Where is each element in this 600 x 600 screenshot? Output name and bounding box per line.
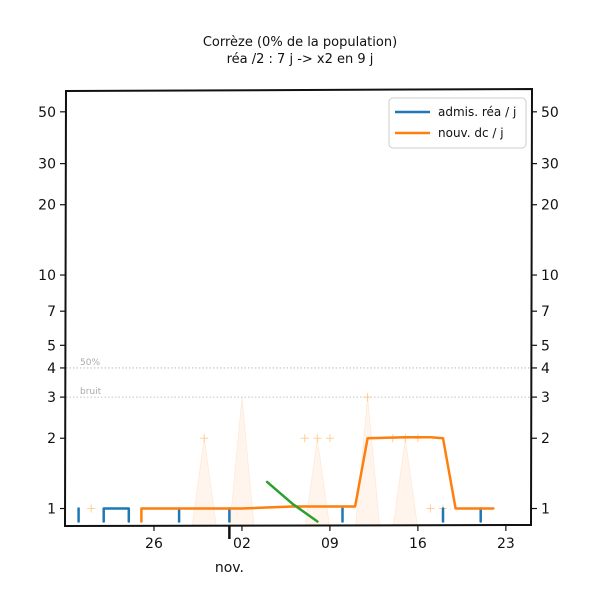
y-tick-label-left-2: 2 — [47, 431, 56, 447]
reference-lines: 50% bruit — [66, 358, 531, 398]
chart-subtitle: réa /2 : 7 j -> x2 en 9 j — [227, 52, 374, 67]
legend-label-nouv-dc: nouv. dc / j — [438, 126, 504, 140]
y-tick-label-left-50: 50 — [38, 105, 56, 121]
y-tick-label-right-50: 50 — [541, 105, 559, 121]
x-tick-label-26: 26 — [145, 536, 163, 552]
y-tick-label-right-2: 2 — [541, 431, 550, 447]
y-tick-label-left-7: 7 — [47, 304, 56, 320]
shaded-peak-4 — [355, 397, 381, 526]
y-tick-label-right-1: 1 — [541, 502, 550, 518]
y-tick-label-right-20: 20 — [541, 198, 559, 214]
series-line-series-3-1 — [265, 480, 319, 523]
x-tick-label-16: 16 — [409, 536, 427, 552]
x-month-label: nov. — [215, 560, 244, 576]
y-tick-label-left-3: 3 — [47, 390, 56, 406]
y-tick-label-right-3: 3 — [541, 390, 550, 406]
series-lines — [77, 435, 495, 523]
y-tick-label-left-1: 1 — [47, 502, 56, 518]
legend: admis. réa / j nouv. dc / j — [388, 97, 527, 149]
shaded-peak-2 — [229, 397, 255, 526]
legend-label-admis-rea: admis. réa / j — [438, 105, 516, 119]
y-tick-label-left-20: 20 — [38, 198, 56, 214]
plot-frame — [63, 87, 534, 528]
y-tick-label-left-4: 4 — [47, 361, 56, 377]
chart-title: Corrèze (0% de la population) — [203, 35, 397, 50]
shaded-peak-3 — [304, 438, 330, 526]
y-axis-ticks: 1 1 2 2 3 3 4 4 5 5 7 7 10 10 20 20 30 30 50 50 — [38, 105, 559, 518]
y-tick-label-right-4: 4 — [541, 361, 550, 377]
legend-box — [388, 97, 527, 149]
y-tick-label-right-5: 5 — [541, 338, 550, 354]
x-tick-label-09: 09 — [321, 536, 339, 552]
death-marker-10 — [426, 504, 435, 513]
reference-label-50: 50% — [80, 358, 100, 368]
y-tick-label-right-10: 10 — [541, 268, 559, 284]
death-marker-3 — [300, 434, 309, 443]
shaded-peak-5 — [392, 438, 418, 526]
death-marker-4 — [313, 434, 322, 443]
y-tick-label-left-30: 30 — [38, 157, 56, 173]
series-line-nouv-dc-j-1 — [140, 435, 495, 523]
series-line-admis-r-a-j-2 — [102, 507, 131, 523]
death-marker-5 — [325, 434, 334, 443]
shaded-peak-1 — [191, 438, 217, 526]
death-marker-2 — [200, 434, 209, 443]
x-tick-label-02: 02 — [233, 536, 251, 552]
death-markers — [87, 393, 448, 513]
x-tick-label-23: 23 — [497, 536, 515, 552]
death-marker-1 — [87, 504, 96, 513]
y-tick-label-left-5: 5 — [47, 338, 56, 354]
y-tick-label-right-30: 30 — [541, 157, 559, 173]
death-marker-6 — [363, 393, 372, 402]
x-axis-ticks: 26 02 09 16 23 nov. — [145, 525, 515, 576]
y-tick-label-left-10: 10 — [38, 268, 56, 284]
reference-label-bruit: bruit — [80, 387, 102, 397]
y-tick-label-right-7: 7 — [541, 304, 550, 320]
